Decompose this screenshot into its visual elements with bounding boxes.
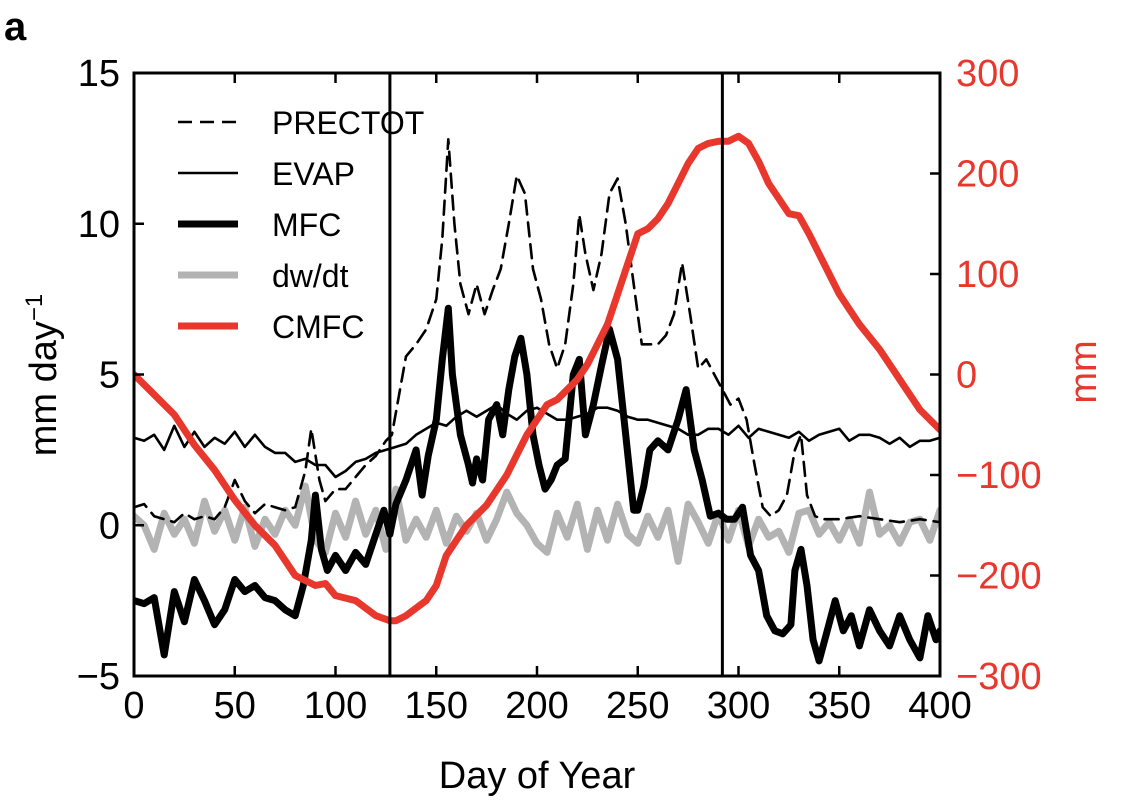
legend-label: EVAP (272, 156, 355, 192)
panel-letter: a (4, 5, 27, 49)
y2-tick-label: 300 (956, 53, 1019, 95)
y2-tick-label: −200 (956, 556, 1042, 598)
y-tick-label: 15 (78, 53, 120, 95)
x-tick-label: 150 (405, 685, 468, 727)
x-axis-label: Day of Year (439, 755, 636, 797)
x-tick-label: 300 (707, 685, 770, 727)
y2-tick-label: 200 (956, 154, 1019, 196)
y-tick-label: 5 (99, 355, 120, 397)
vertical-markers (388, 73, 724, 676)
series-line-cmfc (134, 132, 940, 625)
legend-label: MFC (272, 207, 341, 243)
legend-label: CMFC (272, 309, 364, 345)
y-axis-label-group: mm day−1 (21, 294, 65, 457)
plot-area (134, 132, 940, 665)
series-line-evap (134, 403, 940, 479)
y-tick-label: 0 (99, 505, 120, 547)
series-line-mfc (134, 304, 940, 665)
legend-label: dw/dt (272, 258, 349, 294)
series-line-prectot (134, 138, 940, 524)
y2-tick-label: 0 (956, 355, 977, 397)
y2-tick-label: −100 (956, 455, 1042, 497)
legend-label: PRECTOT (272, 105, 424, 141)
x-tick-label: 50 (214, 685, 256, 727)
x-tick-label: 200 (505, 685, 568, 727)
y2-tick-label: 100 (956, 254, 1019, 296)
y-tick-label: −5 (77, 656, 120, 698)
y2-tick-label: −300 (956, 656, 1042, 698)
series-line-dw-dt (134, 482, 940, 565)
axis-ticks: 0 50 100 150 200 250 300 350 400−5051015−300−200… (77, 53, 1042, 727)
x-tick-label: 100 (304, 685, 367, 727)
x-tick-label: 250 (606, 685, 669, 727)
y2-axis-label-group: mm (1063, 340, 1105, 403)
y-axis-label: mm day−1 (21, 294, 65, 457)
x-tick-label: 400 (908, 685, 971, 727)
legend: PRECTOT EVAP MFC dw/dt CMFC (178, 105, 424, 345)
x-tick-label: 0 (123, 685, 144, 727)
y2-axis-label: mm (1063, 340, 1105, 403)
y-tick-label: 10 (78, 204, 120, 246)
x-tick-label: 350 (808, 685, 871, 727)
